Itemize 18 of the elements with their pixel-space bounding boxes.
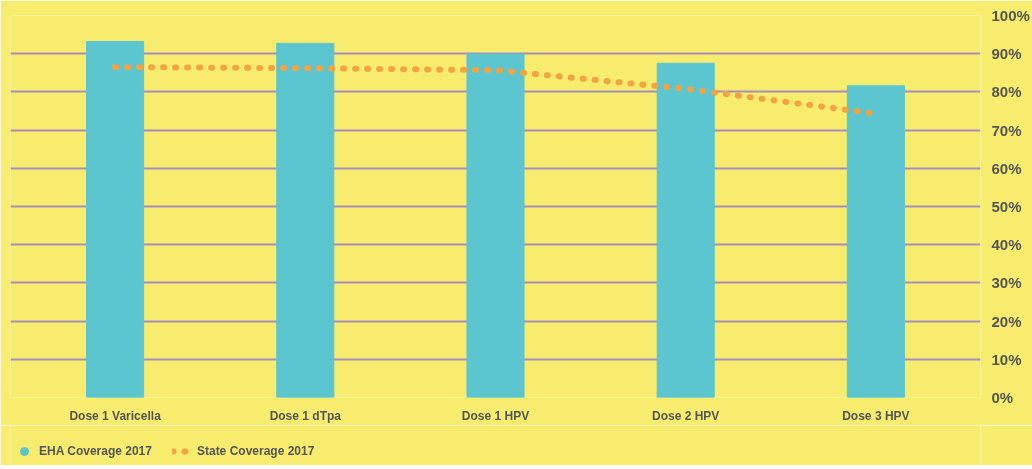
y-tick-label: 80% [991,83,1022,101]
legend-label: State Coverage 2017 [196,444,315,458]
x-tick-label: Dose 1 dTpa [269,408,342,423]
legend-label: EHA Coverage 2017 [39,444,152,458]
y-tick-label: 30% [991,274,1022,292]
y-tick-label: 40% [991,236,1022,254]
y-tick-label: 50% [991,198,1022,215]
y-tick-label: 90% [991,45,1022,63]
y-tick-label: 100% [991,7,1030,24]
y-tick-label: 60% [991,159,1022,177]
x-tick-label: Dose 1 HPV [461,408,530,423]
y-tick-label: 20% [991,312,1022,330]
x-tick-label: Dose 1 Varicella [69,408,162,423]
y-tick-label: 10% [991,350,1022,368]
y-tick-label: 0% [991,389,1014,406]
x-tick-label: Dose 2 HPV [652,408,720,423]
x-tick-label: Dose 3 HPV [842,408,910,423]
y-tick-label: 70% [991,121,1022,139]
